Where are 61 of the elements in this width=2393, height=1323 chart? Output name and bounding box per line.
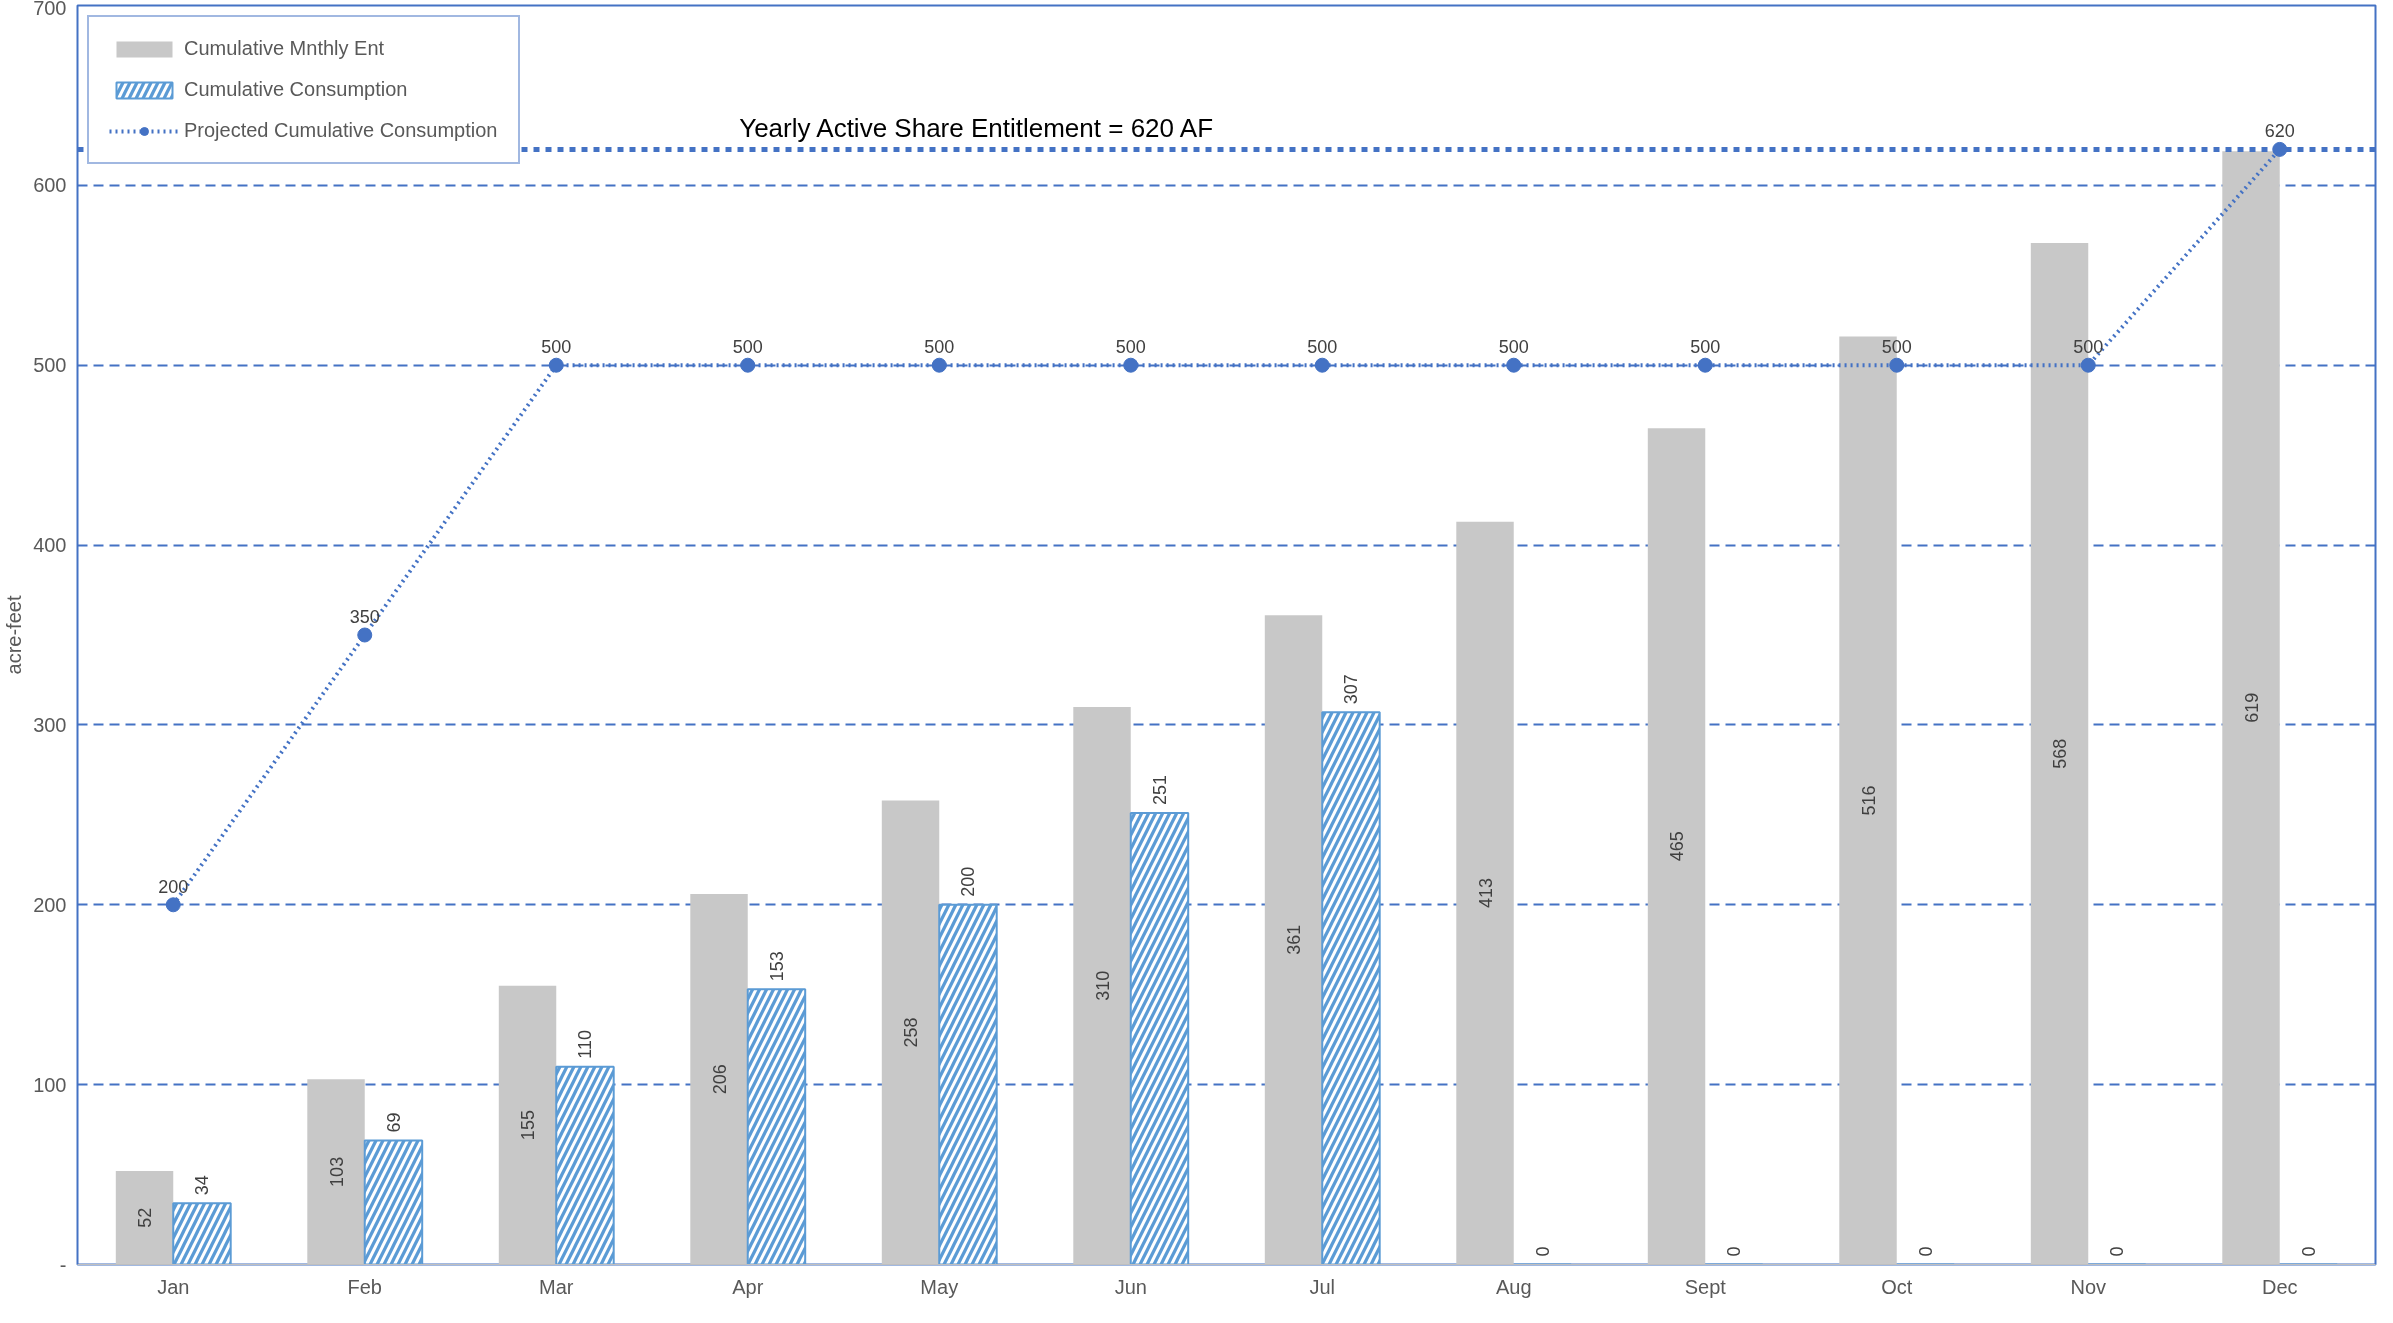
data-label: 500 bbox=[924, 337, 955, 358]
data-label: 500 bbox=[1115, 337, 1146, 358]
data-label: 361 bbox=[1284, 924, 1305, 955]
x-tick-label: Jun bbox=[1114, 1275, 1147, 1298]
x-tick-label: Apr bbox=[732, 1275, 764, 1298]
data-label: 200 bbox=[158, 876, 189, 897]
data-label: 258 bbox=[901, 1017, 922, 1048]
data-label: 500 bbox=[1307, 337, 1338, 358]
data-label: 206 bbox=[709, 1064, 730, 1095]
x-tick-label: Feb bbox=[347, 1275, 382, 1298]
y-tick-label: 500 bbox=[33, 354, 67, 377]
x-tick-label: Nov bbox=[2070, 1275, 2107, 1298]
y-tick-label: 400 bbox=[33, 534, 67, 557]
data-label: 516 bbox=[1858, 785, 1879, 816]
data-label: 52 bbox=[135, 1207, 156, 1228]
data-label: 350 bbox=[349, 607, 380, 627]
data-label: 307 bbox=[1341, 674, 1362, 705]
legend-label: Cumulative Mnthly Ent bbox=[184, 37, 385, 60]
data-label: 69 bbox=[383, 1112, 404, 1133]
data-label: 0 bbox=[2107, 1246, 2128, 1257]
x-tick-label: Aug bbox=[1495, 1275, 1532, 1298]
legend-label: Projected Cumulative Consumption bbox=[184, 119, 498, 142]
x-tick-label: Mar bbox=[539, 1275, 574, 1298]
x-tick-label: Dec bbox=[2261, 1275, 2298, 1298]
y-tick-label: 600 bbox=[33, 174, 67, 197]
data-label: 0 bbox=[1915, 1246, 1936, 1257]
y-tick-label: 200 bbox=[33, 893, 67, 916]
data-label: 153 bbox=[766, 951, 787, 982]
data-label: 619 bbox=[2241, 692, 2262, 723]
data-label: 568 bbox=[2050, 738, 2071, 769]
data-label: 500 bbox=[1690, 337, 1721, 358]
data-label: 310 bbox=[1092, 970, 1113, 1001]
ref-line-label: Yearly Active Share Entitlement = 620 AF bbox=[739, 113, 1214, 144]
data-label: 200 bbox=[958, 866, 979, 897]
data-label: 500 bbox=[541, 337, 572, 358]
y-axis-title: acre-feet bbox=[3, 595, 26, 675]
x-tick-label: Jan bbox=[157, 1275, 190, 1298]
data-label: 34 bbox=[192, 1175, 213, 1196]
y-tick-label: 700 bbox=[33, 0, 67, 19]
legend-label: Cumulative Consumption bbox=[184, 78, 408, 101]
data-label: 110 bbox=[575, 1029, 596, 1059]
x-tick-label: May bbox=[920, 1275, 959, 1298]
data-label: 500 bbox=[1498, 337, 1529, 358]
x-tick-label: Oct bbox=[1881, 1275, 1913, 1298]
data-label: 500 bbox=[2073, 337, 2104, 358]
data-label: 0 bbox=[1532, 1246, 1553, 1257]
data-label: 155 bbox=[518, 1110, 539, 1141]
data-label: 0 bbox=[2298, 1246, 2319, 1257]
data-label: 465 bbox=[1667, 831, 1688, 862]
x-tick-label: Jul bbox=[1309, 1275, 1336, 1298]
data-label: 0 bbox=[1724, 1246, 1745, 1257]
data-label: 620 bbox=[2264, 121, 2295, 142]
data-label: 251 bbox=[1149, 775, 1170, 806]
y-tick-label: - bbox=[59, 1253, 67, 1276]
y-tick-label: 300 bbox=[33, 713, 67, 736]
data-label: 500 bbox=[732, 337, 763, 358]
data-label: 500 bbox=[1881, 337, 1912, 358]
data-label: 413 bbox=[1475, 878, 1496, 909]
data-label: 103 bbox=[326, 1156, 347, 1187]
y-tick-label: 100 bbox=[33, 1073, 67, 1096]
x-tick-label: Sept bbox=[1684, 1275, 1727, 1298]
